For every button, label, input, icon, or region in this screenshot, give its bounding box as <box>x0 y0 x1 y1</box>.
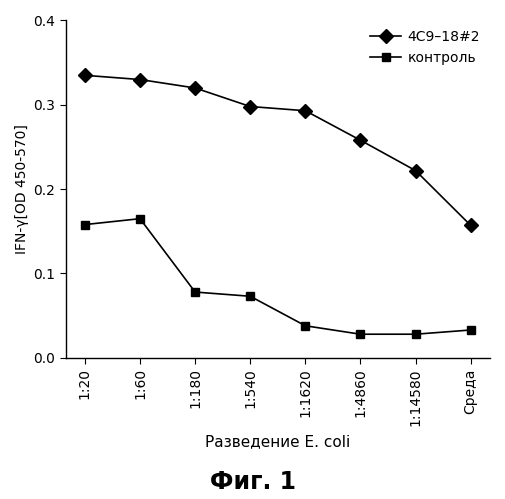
4C9–18#2 <box>192 85 198 91</box>
X-axis label: Разведение E. coli: Разведение E. coli <box>205 434 350 449</box>
Y-axis label: IFN-γ[OD 450-570]: IFN-γ[OD 450-570] <box>15 124 29 254</box>
контроль <box>302 323 309 329</box>
контроль <box>247 293 254 299</box>
Legend: 4C9–18#2, контроль: 4C9–18#2, контроль <box>365 24 486 71</box>
контроль <box>192 289 198 295</box>
контроль <box>468 327 474 333</box>
4C9–18#2 <box>82 72 88 78</box>
Line: 4C9–18#2: 4C9–18#2 <box>80 70 476 230</box>
4C9–18#2 <box>137 76 143 82</box>
контроль <box>358 331 364 337</box>
Text: Фиг. 1: Фиг. 1 <box>210 470 295 494</box>
контроль <box>137 216 143 222</box>
контроль <box>82 222 88 228</box>
4C9–18#2 <box>247 103 254 109</box>
4C9–18#2 <box>358 137 364 143</box>
контроль <box>413 331 419 337</box>
4C9–18#2 <box>302 108 309 114</box>
4C9–18#2 <box>413 168 419 174</box>
Line: контроль: контроль <box>81 215 475 338</box>
4C9–18#2 <box>468 223 474 229</box>
